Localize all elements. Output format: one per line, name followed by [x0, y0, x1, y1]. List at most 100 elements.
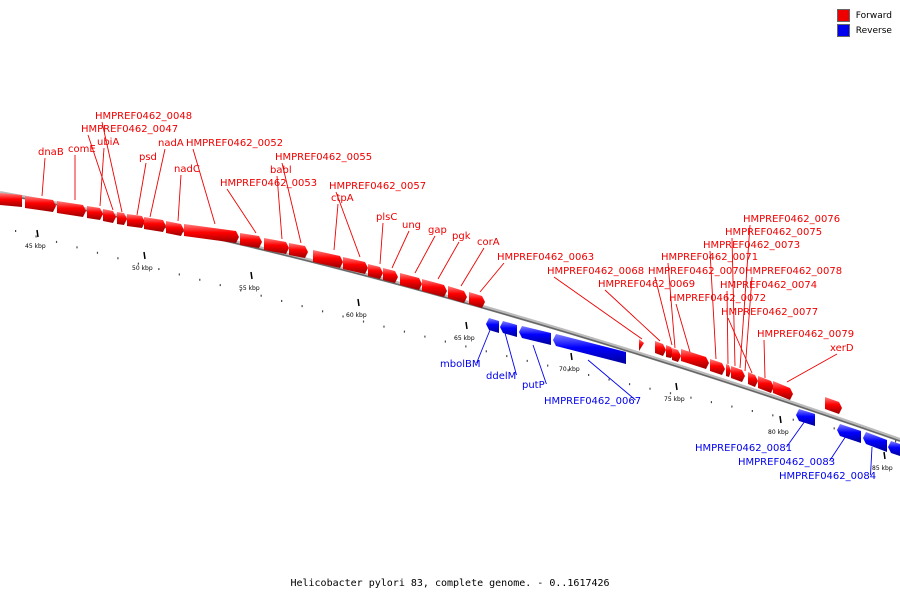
gene-0078[interactable]: [748, 372, 758, 387]
gene-label: HMPREF0462_0076: [743, 214, 840, 225]
leader-line: [414, 235, 436, 274]
minor-tick: [321, 310, 324, 313]
gene-putP[interactable]: [519, 326, 551, 345]
minor-tick: [792, 418, 794, 421]
gene-psd[interactable]: [127, 214, 145, 228]
leader-line: [437, 241, 460, 280]
gene-ddelM[interactable]: [500, 321, 517, 337]
gene-mbolBM[interactable]: [486, 318, 499, 333]
gene-label: psd: [139, 152, 157, 163]
gene-label: HMPREF0462_0048: [95, 111, 192, 122]
leader-line: [786, 353, 838, 383]
leader-line: [667, 262, 676, 349]
tick-label: 75 kbp: [664, 396, 685, 403]
gene-0067[interactable]: [553, 334, 626, 364]
gene-label: babl: [270, 165, 292, 176]
minor-tick: [158, 268, 160, 271]
minor-tick: [608, 378, 610, 381]
leader-line: [654, 276, 673, 346]
figure-caption: Helicobacter pylori 83, complete genome.…: [290, 578, 610, 589]
leader-line: [739, 224, 751, 369]
leader-line: [87, 134, 114, 211]
minor-ticks: [15, 230, 897, 443]
leader-line: [726, 290, 729, 365]
minor-tick: [219, 284, 221, 287]
gene-comE[interactable]: [57, 201, 86, 217]
leader-line: [177, 174, 182, 222]
tick-label: 65 kbp: [454, 335, 475, 342]
gene-0079[interactable]: [758, 376, 774, 393]
gene-label: HMPREF0462_0074: [720, 280, 817, 291]
leader-line: [333, 203, 339, 251]
tick-mark: [465, 321, 468, 330]
gene-0052[interactable]: [184, 224, 239, 243]
minor-tick: [833, 427, 835, 430]
gene-nadC[interactable]: [166, 221, 184, 236]
gene-dnaB-2[interactable]: [25, 196, 56, 212]
minor-tick: [76, 246, 78, 249]
gene-0077[interactable]: [731, 366, 745, 382]
gene-pgk[interactable]: [422, 279, 447, 297]
gene-ubiA[interactable]: [87, 206, 103, 220]
gene-gap[interactable]: [400, 273, 422, 290]
gene-label: HMPREF0462_0073: [703, 240, 800, 251]
tick-mark: [36, 229, 39, 238]
gene-label: HMPREF0462_0069: [598, 279, 695, 290]
gene-label: ubiA: [97, 137, 119, 148]
gene-label: HMPREF0462_0047: [81, 124, 178, 135]
gene-0084[interactable]: [863, 432, 887, 452]
leader-line: [192, 148, 216, 225]
gene-label: mbolBM: [440, 359, 480, 370]
gene-label: HMPREF0462_0063: [497, 252, 594, 263]
gene-0057[interactable]: [343, 257, 368, 274]
gene-unlabeled-rev[interactable]: [888, 441, 900, 456]
gene-babl[interactable]: [264, 238, 289, 254]
tick-mark: [570, 352, 573, 361]
legend: Forward Reverse: [836, 8, 892, 38]
scale-ticks: 45 kbp 50 kbp 55 kbp 60 kbp 65 kbp 70 kbp 75 k…: [25, 229, 893, 472]
minor-tick: [55, 240, 58, 243]
tick-label: 55 kbp: [239, 285, 260, 292]
minor-tick: [96, 251, 99, 254]
gene-0055[interactable]: [289, 243, 308, 258]
gene-0074[interactable]: [726, 364, 731, 377]
leader-line: [675, 303, 691, 353]
gene-0047[interactable]: [103, 209, 116, 223]
leader-line: [101, 121, 123, 213]
gene-0069[interactable]: [655, 341, 666, 356]
gene-plsC[interactable]: [368, 264, 383, 279]
gene-0071[interactable]: [672, 348, 681, 362]
gene-xerD[interactable]: [773, 381, 793, 400]
gene-ung[interactable]: [383, 268, 398, 283]
leader-line: [476, 329, 491, 364]
tick-mark: [357, 298, 360, 307]
leader-line: [504, 332, 517, 376]
gene-dnaB[interactable]: [0, 193, 22, 207]
minor-tick: [588, 373, 590, 376]
minor-tick: [731, 405, 733, 408]
gene-label: ung: [402, 220, 421, 231]
gene-0048[interactable]: [117, 212, 127, 225]
gene-corA[interactable]: [448, 286, 467, 303]
minor-tick: [506, 355, 508, 358]
gene-ctpA[interactable]: [313, 250, 343, 268]
gene-label: nadA: [158, 138, 184, 149]
gene-0068[interactable]: [639, 339, 644, 351]
gene-0063[interactable]: [469, 292, 485, 308]
gene-0072[interactable]: [681, 349, 709, 369]
gene-unlabeled-fwd[interactable]: [825, 397, 842, 414]
gene-label: HMPREF0462_0067: [544, 396, 641, 407]
gene-0053[interactable]: [240, 233, 262, 248]
gene-0083[interactable]: [837, 424, 861, 443]
tick-mark: [675, 382, 678, 391]
gene-label: putP: [522, 380, 545, 391]
gene-nadA[interactable]: [144, 217, 166, 232]
forward-genes: [0, 193, 842, 414]
gene-0081[interactable]: [796, 409, 815, 426]
gene-0073[interactable]: [710, 359, 725, 375]
minor-tick: [465, 345, 467, 348]
minor-tick: [424, 335, 426, 338]
leader-line: [281, 162, 302, 244]
